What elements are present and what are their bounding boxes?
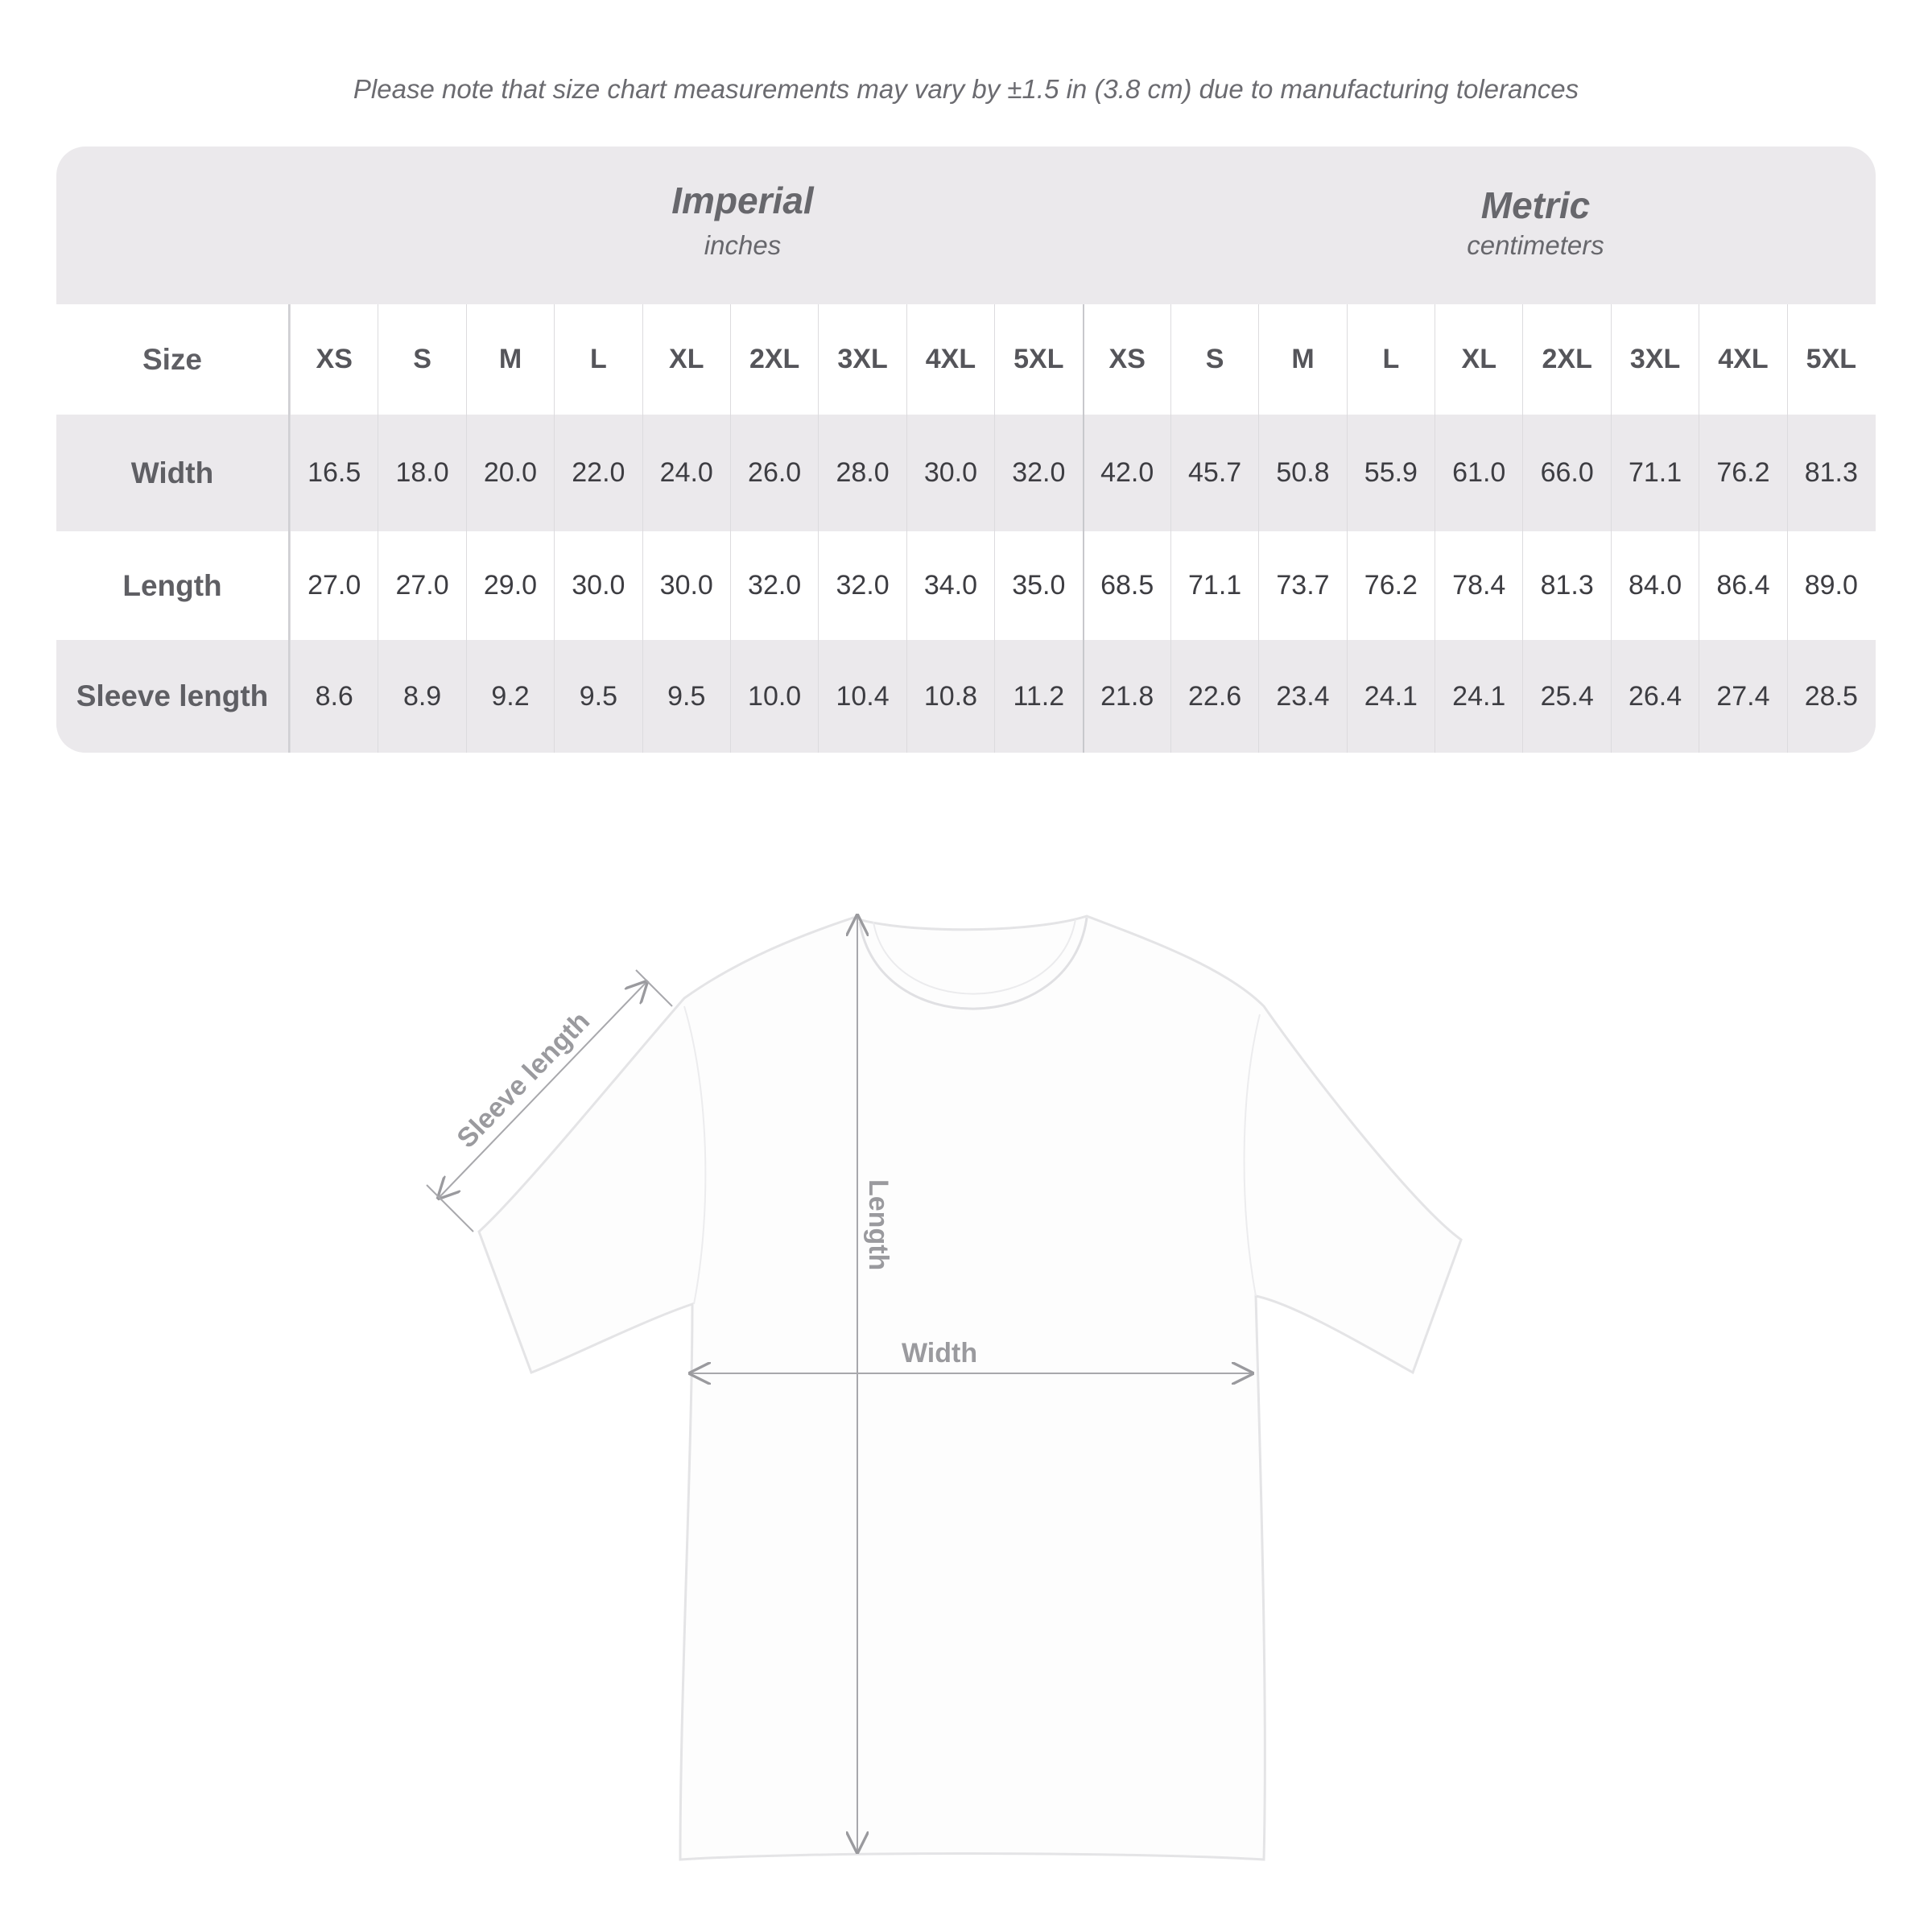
metric-value-cell: 68.5 [1082, 531, 1170, 640]
tolerance-note: Please note that size chart measurements… [353, 74, 1579, 104]
imperial-value-cell: 30.0 [642, 531, 730, 640]
imperial-size-header: 4XL [906, 304, 994, 415]
size-label: Size [56, 304, 290, 415]
width-label: Width [902, 1338, 977, 1368]
size-chart-table: Imperial inches Metric centimeters Size … [56, 147, 1876, 753]
row-label: Length [56, 531, 290, 640]
metric-value-cell: 81.3 [1786, 415, 1875, 531]
size-row: Size XS S M L XL 2XL 3XL 4XL 5XL XS S M L XL 2XL 3XL 4XL… [56, 304, 1876, 415]
length-label: Length [863, 1179, 894, 1270]
metric-size-header: S [1170, 304, 1258, 415]
metric-value-cell: 22.6 [1170, 640, 1258, 753]
metric-size-header: 3XL [1610, 304, 1699, 415]
imperial-size-header: L [554, 304, 642, 415]
imperial-value-cell: 24.0 [642, 415, 730, 531]
imperial-unit: inches [704, 230, 782, 260]
table-row: Width 16.5 18.0 20.0 22.0 24.0 26.0 28.0 30.0 32.… [56, 415, 1876, 531]
row-label: Width [56, 415, 290, 531]
metric-size-header: 2XL [1522, 304, 1610, 415]
imperial-value-cell: 30.0 [554, 531, 642, 640]
imperial-value-cell: 20.0 [465, 415, 554, 531]
imperial-size-header: XS [290, 304, 378, 415]
imperial-size-header: 5XL [994, 304, 1082, 415]
metric-value-cell: 84.0 [1610, 531, 1699, 640]
metric-value-cell: 27.4 [1699, 640, 1786, 753]
metric-value-cell: 81.3 [1522, 531, 1610, 640]
imperial-header: Imperial inches [346, 147, 1139, 304]
metric-value-cell: 24.1 [1346, 640, 1435, 753]
metric-value-cell: 23.4 [1258, 640, 1346, 753]
metric-size-header: 5XL [1786, 304, 1875, 415]
metric-value-cell: 42.0 [1082, 415, 1170, 531]
metric-size-header: L [1346, 304, 1435, 415]
sleeve-tick [426, 1184, 474, 1232]
imperial-value-cell: 9.2 [465, 640, 554, 753]
imperial-value-cell: 10.4 [818, 640, 906, 753]
imperial-value-cell: 32.0 [994, 415, 1082, 531]
imperial-size-header: 2XL [729, 304, 818, 415]
metric-value-cell: 45.7 [1170, 415, 1258, 531]
metric-value-cell: 24.1 [1435, 640, 1522, 753]
imperial-value-cell: 8.6 [290, 640, 378, 753]
imperial-value-cell: 32.0 [729, 531, 818, 640]
tshirt-illustration [477, 914, 1463, 1861]
imperial-value-cell: 27.0 [378, 531, 465, 640]
metric-value-cell: 26.4 [1610, 640, 1699, 753]
imperial-value-cell: 9.5 [554, 640, 642, 753]
imperial-size-header: XL [642, 304, 730, 415]
imperial-value-cell: 18.0 [378, 415, 465, 531]
metric-value-cell: 76.2 [1346, 531, 1435, 640]
imperial-size-header: S [378, 304, 465, 415]
metric-value-cell: 50.8 [1258, 415, 1346, 531]
table-row: Length 27.0 27.0 29.0 30.0 30.0 32.0 32.0 34.0 35… [56, 531, 1876, 640]
imperial-value-cell: 27.0 [290, 531, 378, 640]
imperial-value-cell: 8.9 [378, 640, 465, 753]
metric-value-cell: 86.4 [1699, 531, 1786, 640]
imperial-value-cell: 16.5 [290, 415, 378, 531]
metric-value-cell: 55.9 [1346, 415, 1435, 531]
metric-size-header: XS [1082, 304, 1170, 415]
imperial-value-cell: 30.0 [906, 415, 994, 531]
imperial-value-cell: 22.0 [554, 415, 642, 531]
metric-value-cell: 25.4 [1522, 640, 1610, 753]
metric-value-cell: 73.7 [1258, 531, 1346, 640]
imperial-value-cell: 32.0 [818, 531, 906, 640]
imperial-value-cell: 10.8 [906, 640, 994, 753]
imperial-value-cell: 35.0 [994, 531, 1082, 640]
metric-size-header: 4XL [1699, 304, 1786, 415]
imperial-value-cell: 34.0 [906, 531, 994, 640]
imperial-size-header: 3XL [818, 304, 906, 415]
table-row: Sleeve length 8.6 8.9 9.2 9.5 9.5 10.0 10.4 10.8… [56, 640, 1876, 753]
metric-title: Metric [1480, 184, 1591, 226]
metric-value-cell: 78.4 [1435, 531, 1522, 640]
metric-size-header: M [1258, 304, 1346, 415]
metric-size-header: XL [1435, 304, 1522, 415]
metric-value-cell: 28.5 [1786, 640, 1875, 753]
imperial-title: Imperial [671, 180, 814, 221]
imperial-value-cell: 9.5 [642, 640, 730, 753]
sleeve-measure-line [439, 982, 646, 1198]
metric-unit: centimeters [1467, 230, 1604, 260]
metric-value-cell: 66.0 [1522, 415, 1610, 531]
imperial-value-cell: 28.0 [818, 415, 906, 531]
imperial-value-cell: 29.0 [465, 531, 554, 640]
imperial-value-cell: 26.0 [729, 415, 818, 531]
imperial-value-cell: 10.0 [729, 640, 818, 753]
metric-value-cell: 61.0 [1435, 415, 1522, 531]
imperial-size-header: M [465, 304, 554, 415]
row-label: Sleeve length [56, 640, 290, 753]
metric-header: Metric centimeters [1139, 147, 1876, 304]
metric-value-cell: 76.2 [1699, 415, 1786, 531]
imperial-value-cell: 11.2 [994, 640, 1082, 753]
metric-value-cell: 21.8 [1082, 640, 1170, 753]
sleeve-tick [635, 969, 673, 1007]
metric-value-cell: 89.0 [1786, 531, 1875, 640]
metric-value-cell: 71.1 [1170, 531, 1258, 640]
metric-value-cell: 71.1 [1610, 415, 1699, 531]
